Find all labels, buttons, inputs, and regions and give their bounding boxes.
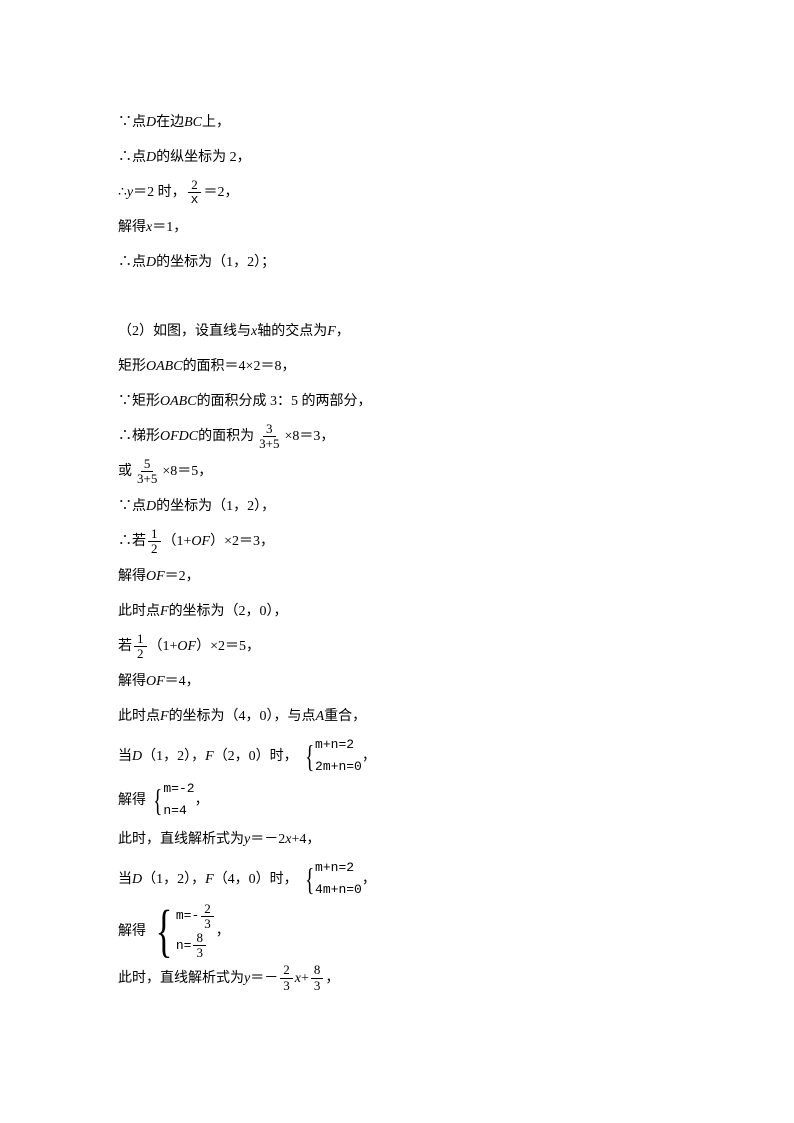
fraction: 12: [148, 527, 161, 557]
text-line: 此时点 F 的坐标为（4，0），与点 A 重合，: [118, 699, 676, 734]
text-line: ∵点 D 在边 BC 上，: [118, 105, 676, 140]
text-line: ∴点 D 的纵坐标为 2，: [118, 140, 676, 175]
fraction: 83: [311, 963, 324, 993]
text-line: ∴y＝2 时， 2x ＝2，: [118, 175, 676, 210]
text-line: 当 D（1，2），F（2，0）时， { m+n=22m+n=0 ，: [118, 734, 676, 778]
text-line: ∴点 D 的坐标为（1，2）；: [118, 245, 676, 280]
text-line: 此时，直线解析式为 y＝－2x+4，: [118, 822, 676, 857]
equation-system: { m+n=22m+n=0: [302, 734, 362, 778]
equation-system: { m+n=24m+n=0: [302, 857, 362, 901]
text-line: 此时，直线解析式为 y＝－ 23 x+ 83 ，: [118, 961, 676, 996]
text-line: 解得 OF＝2，: [118, 559, 676, 594]
text-line: 当 D（1，2），F（4，0）时， { m+n=24m+n=0 ，: [118, 857, 676, 901]
text-line: 矩形 OABC 的面积＝4×2＝8，: [118, 349, 676, 384]
text-line: ∴若 12 （1+OF）×2＝3，: [118, 524, 676, 559]
math-solution-page: ∵点 D 在边 BC 上， ∴点 D 的纵坐标为 2， ∴y＝2 时， 2x ＝…: [0, 0, 794, 1056]
spacer: [118, 280, 676, 314]
text-line: 解得 { m=-23 n=83 ，: [118, 902, 676, 961]
text-line: ∵矩形 OABC 的面积分成 3：5 的两部分，: [118, 384, 676, 419]
fraction: 33+5: [256, 422, 282, 452]
fraction: 12: [134, 632, 147, 662]
fraction: 2x: [188, 178, 202, 208]
text-line: ∵点 D 的坐标为（1，2），: [118, 489, 676, 524]
text-line: （2）如图，设直线与 x 轴的交点为 F，: [118, 314, 676, 349]
fraction: 23: [280, 963, 293, 993]
text-line: 若 12 （1+OF）×2＝5，: [118, 629, 676, 664]
text-line: 解得 OF＝4，: [118, 664, 676, 699]
equation-system: { m=-2n=4: [150, 778, 195, 822]
equation-system: { m=-23 n=83: [150, 902, 216, 961]
text-line: 解得 x＝1，: [118, 210, 676, 245]
text-line: 或 53+5 ×8＝5，: [118, 454, 676, 489]
text-line: 解得 { m=-2n=4 ，: [118, 778, 676, 822]
text-line: 此时点 F 的坐标为（2，0），: [118, 594, 676, 629]
fraction: 53+5: [134, 457, 160, 487]
text-line: ∴梯形 OFDC 的面积为 33+5 ×8＝3，: [118, 419, 676, 454]
